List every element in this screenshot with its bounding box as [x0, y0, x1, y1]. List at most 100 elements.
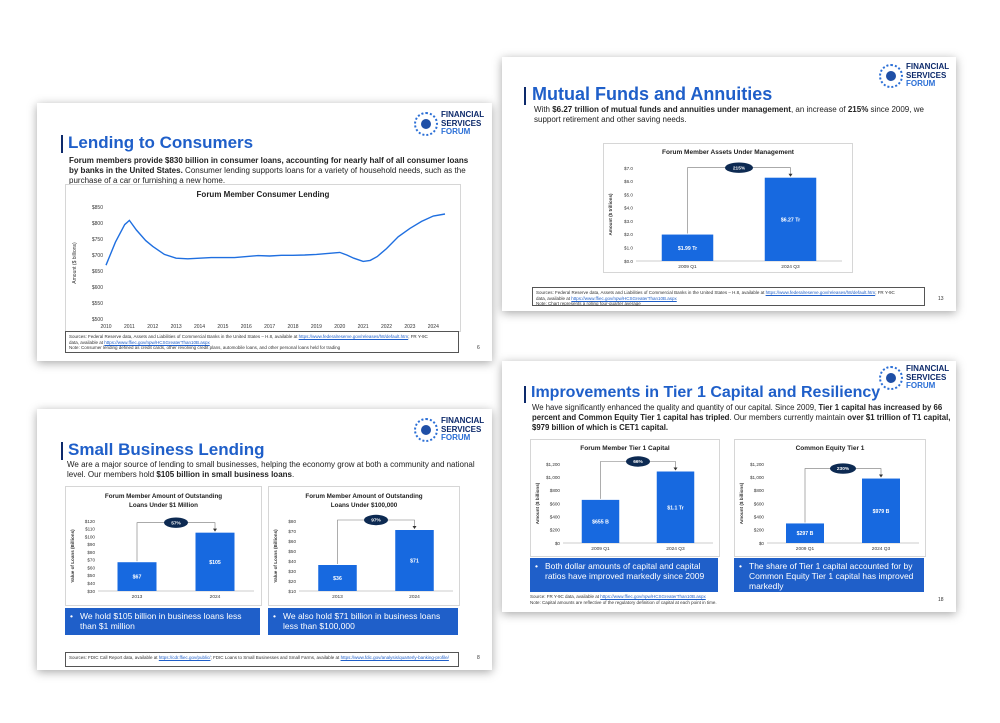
growth-arrowhead — [788, 173, 793, 177]
y-tick-label: $40 — [288, 559, 296, 564]
bar-2024 — [195, 532, 235, 591]
y-tick-label: $800 — [92, 221, 103, 227]
callout-under-100k: We also hold $71 billion in business loa… — [268, 608, 458, 635]
title-accent — [61, 442, 63, 460]
y-tick-label: $7.0 — [624, 166, 633, 171]
y-tick-label: $1.0 — [624, 246, 633, 251]
x-tick-label: 2020 — [334, 324, 345, 330]
chart-panel: Forum Member Assets Under Management $0.0… — [603, 143, 853, 273]
title-accent — [61, 135, 63, 153]
fsf-globe-icon — [414, 111, 438, 136]
x-tick-label: 2018 — [287, 324, 298, 330]
bar-value-label: $105 — [209, 560, 221, 566]
x-tick-label: 2017 — [264, 324, 275, 330]
y-tick-label: $600 — [754, 501, 765, 506]
x-tick-label: 2015 — [217, 324, 228, 330]
chart-panel-left: Forum Member Tier 1 Capital $0 $200 $400 $60… — [530, 439, 720, 557]
y-axis-label: Amount ($ billions) — [739, 482, 744, 524]
y-axis-label: Amount ($ billions) — [72, 242, 78, 284]
x-tick-label: 2024 Q3 — [781, 264, 800, 270]
slide-lead: We have significantly enhanced the quali… — [532, 403, 951, 432]
fsf-globe-icon — [879, 63, 903, 88]
chart-panel-right: Forum Member Amount of Outstanding Loans … — [268, 486, 460, 606]
chart-title-line2: Loans Under $1 Million — [129, 502, 198, 509]
y-tick-label: $80 — [87, 550, 95, 555]
logo-text: FINANCIAL SERVICES FORUM — [441, 110, 485, 136]
y-tick-label: $90 — [87, 542, 95, 547]
growth-label: 66% — [633, 459, 643, 465]
x-tick-label: 2024 Q3 — [872, 546, 891, 552]
slide-small-business-lending: FINANCIAL SERVICES FORUM Small Business … — [37, 409, 492, 670]
y-tick-label: $1,000 — [546, 475, 560, 480]
chart-panel-left: Forum Member Amount of Outstanding Loans … — [65, 486, 262, 606]
slide-lead: Forum members provide $830 billion in co… — [69, 156, 469, 185]
y-tick-label: $20 — [288, 579, 296, 584]
bar-value-label: $979 B — [873, 509, 890, 515]
y-tick-label: $1,000 — [750, 475, 764, 480]
y-axis-label: Value of Loans (Billions) — [70, 529, 75, 583]
bar-2009-q1 — [581, 499, 620, 543]
x-tick-label: 2021 — [358, 324, 369, 330]
callout-under-1m: We hold $105 billion in business loans l… — [65, 608, 260, 635]
source-note: Sources: Federal Reserve data, Assets an… — [65, 331, 459, 353]
y-tick-label: $4.0 — [624, 206, 633, 211]
bar-2009-q1 — [661, 234, 714, 261]
source-note: Sources: Federal Reserve data, Assets an… — [532, 287, 925, 306]
bar-2013 — [318, 565, 357, 591]
slide-lead: We are a major source of lending to smal… — [67, 460, 475, 479]
y-tick-label: $30 — [87, 589, 95, 594]
y-tick-label: $600 — [92, 285, 103, 291]
loans-under-100k-bar-chart: Forum Member Amount of Outstanding Loans … — [273, 493, 453, 600]
y-tick-label: $550 — [92, 301, 103, 307]
callout-cet1-share: The share of Tier 1 capital accounted fo… — [734, 558, 924, 592]
y-tick-label: $0.0 — [624, 259, 633, 264]
y-axis-label: Value of Loans (Billions) — [273, 529, 278, 583]
growth-pill — [725, 162, 753, 173]
y-tick-label: $700 — [92, 253, 103, 259]
logo-text: FINANCIAL SERVICES FORUM — [441, 416, 485, 442]
logo-text: FINANCIAL SERVICES FORUM — [906, 364, 950, 390]
growth-label: 215% — [733, 165, 746, 171]
x-tick-label: 2009 Q1 — [678, 264, 697, 270]
y-tick-label: $70 — [87, 558, 95, 563]
bar-2024-q3 — [764, 177, 817, 261]
y-tick-label: $400 — [754, 514, 765, 519]
assets-under-management-bar-chart: Forum Member Assets Under Management $0.0… — [608, 149, 842, 270]
y-tick-label: $60 — [87, 565, 95, 570]
chart-panel: Forum Member Consumer Lending $500 $550 $6… — [65, 184, 461, 332]
fsf-globe-icon — [879, 365, 903, 390]
y-tick-label: $750 — [92, 237, 103, 243]
y-tick-label: $800 — [754, 488, 765, 493]
x-tick-label: 2013 — [332, 594, 343, 600]
x-tick-label: 2012 — [147, 324, 158, 330]
x-tick-label: 2023 — [404, 324, 415, 330]
growth-arrowhead — [213, 528, 217, 532]
chart-title: Common Equity Tier 1 — [796, 445, 865, 452]
chart-title: Forum Member Tier 1 Capital — [580, 445, 670, 452]
source-note: Sources: FDIC Call Report data, availabl… — [65, 652, 459, 667]
y-tick-label: $650 — [92, 269, 103, 275]
y-tick-label: $600 — [550, 501, 561, 506]
y-axis-label: Amount ($ billions) — [535, 482, 540, 524]
slide-title: Improvements in Tier 1 Capital and Resil… — [531, 384, 881, 401]
y-tick-label: $800 — [550, 488, 561, 493]
slide-mutual-funds: FINANCIAL SERVICES FORUM Mutual Funds an… — [502, 57, 956, 311]
y-tick-label: $200 — [754, 528, 765, 533]
page-number: 18 — [938, 597, 944, 603]
bar-value-label: $71 — [410, 559, 419, 565]
x-tick-label: 2024 — [210, 594, 221, 600]
x-tick-label: 2024 Q3 — [666, 546, 685, 552]
growth-arrowhead — [412, 526, 417, 529]
chart-title-line1: Forum Member Amount of Outstanding — [305, 493, 422, 500]
x-tick-label: 2014 — [194, 324, 205, 330]
page-number: 13 — [938, 296, 944, 302]
y-tick-label: $2.0 — [624, 232, 633, 237]
consumer-lending-line-chart: $500 $550 $600 $650 $700 $750 $800 $850 2010 2011… — [72, 205, 446, 330]
bar-value-label: $67 — [133, 575, 142, 581]
y-tick-label: $850 — [92, 205, 103, 211]
x-tick-label: 2022 — [381, 324, 392, 330]
y-tick-label: $400 — [550, 514, 561, 519]
x-tick-label: 2013 — [132, 594, 143, 600]
slide-tier1-capital: FINANCIAL SERVICES FORUM Improvements in… — [502, 361, 956, 612]
growth-label: 230% — [837, 466, 850, 472]
